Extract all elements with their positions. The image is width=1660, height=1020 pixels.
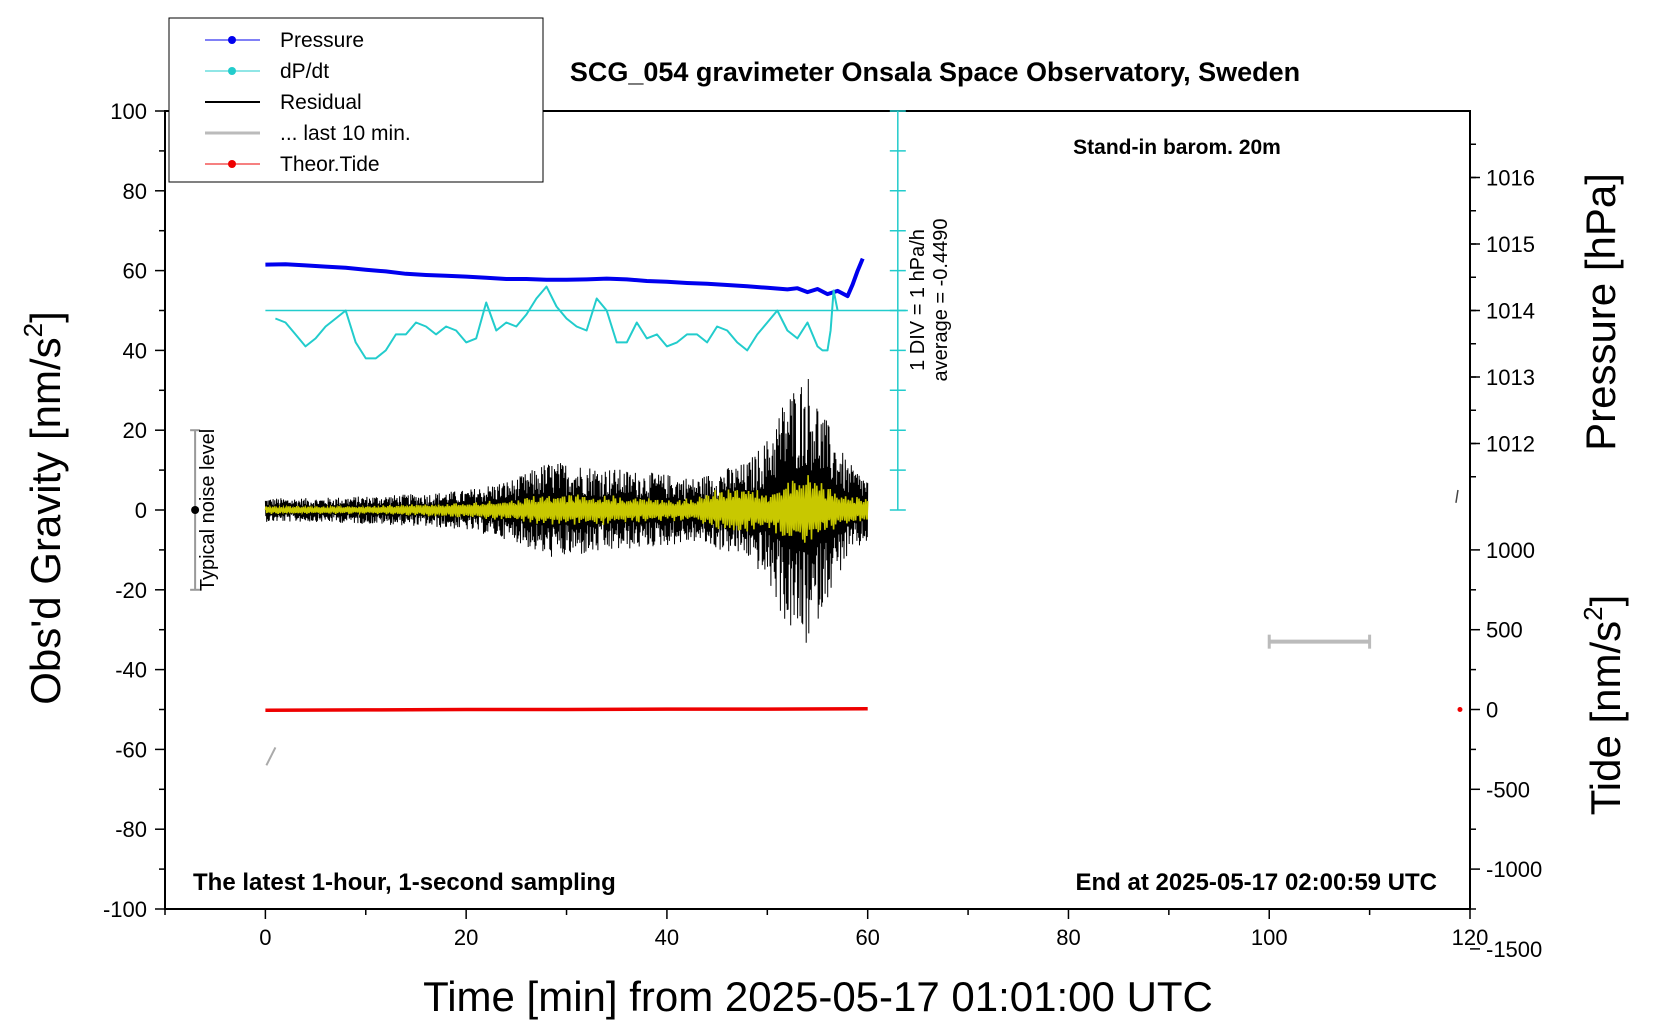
pressure-tick-label: 1015 <box>1486 232 1535 257</box>
y-axis-title-main: Obs'd Gravity [nm/s <box>22 337 69 704</box>
x-tick-label: 20 <box>454 925 478 950</box>
tide-tick-label: 500 <box>1486 618 1523 643</box>
pressure-tick-label: 1016 <box>1486 166 1535 191</box>
x-tick-label: 80 <box>1056 925 1080 950</box>
residual-edge-mark <box>1455 489 1459 503</box>
legend: Pressure dP/dt Residual ... last 10 min. The… <box>168 17 544 183</box>
tide-axis-title: Tide [nm/s2] <box>1578 595 1629 816</box>
y-tick-label: 40 <box>123 338 147 363</box>
tide-axis-title-end: ] <box>1582 595 1629 607</box>
y-tick-label: 100 <box>110 99 147 124</box>
residual-smoothed-series <box>264 475 869 543</box>
barometer-annotation: Stand-in barom. 20m <box>1073 136 1281 159</box>
y-axis-ticks: 100 80 60 40 20 0 -20 -40 -60 -80 -100 <box>103 99 165 922</box>
dpdt-series <box>275 285 839 360</box>
x-axis-ticks: 0 20 40 60 80 100 120 <box>164 909 1489 950</box>
dpdt-scale-bar <box>889 110 906 511</box>
y-tick-label: -60 <box>115 737 147 762</box>
residual-smoothed-line <box>264 475 869 543</box>
legend-marker <box>228 67 236 75</box>
y-axis-title-sup: 2 <box>18 323 48 337</box>
y-axis-title: Obs'd Gravity [nm/s2] <box>18 311 69 705</box>
y-tick-label: -20 <box>115 578 147 603</box>
last-10-min-bar <box>1267 634 1372 649</box>
tide-tick-label: -1000 <box>1486 857 1542 882</box>
y-tick-label: -40 <box>115 658 147 683</box>
y-tick-label: -80 <box>115 817 147 842</box>
pressure-tick-label: 1012 <box>1486 432 1535 457</box>
noise-level-bar <box>190 429 201 591</box>
legend-label: Residual <box>280 91 362 114</box>
edge-marks <box>265 489 1463 766</box>
theor-tide-line <box>265 706 868 713</box>
legend-label: Theor.Tide <box>280 153 380 176</box>
legend-label: Pressure <box>280 29 364 52</box>
x-tick-label: 0 <box>259 925 271 950</box>
pressure-tick-label: 1014 <box>1486 299 1535 324</box>
pressure-tick-label: 1013 <box>1486 365 1535 390</box>
x-tick-label: 100 <box>1251 925 1288 950</box>
tide-edge-dot <box>1457 707 1463 712</box>
theor-tide-series <box>265 706 868 713</box>
dp-dt-line <box>275 285 839 360</box>
y-tick-label: -100 <box>103 897 147 922</box>
legend-label: ... last 10 min. <box>280 122 411 145</box>
x-tick-label: 60 <box>855 925 879 950</box>
tide-tick-label: -1500 <box>1486 937 1542 962</box>
x-tick-label: 120 <box>1452 925 1489 950</box>
last10-trace-start <box>265 746 277 766</box>
tide-axis-title-main: Tide [nm/s <box>1582 621 1629 816</box>
chart-title: SCG_054 gravimeter Onsala Space Observat… <box>570 57 1300 87</box>
average-label: average = -0.4490 <box>930 219 952 382</box>
tide-axis-ticks: 1000 500 0 -500 -1000 -1500 <box>1470 538 1542 962</box>
noise-label: Typical noise level <box>197 429 219 591</box>
tide-tick-label: -500 <box>1486 777 1530 802</box>
pressure-axis-title: Pressure [hPa] <box>1577 173 1624 451</box>
y-tick-label: 80 <box>123 179 147 204</box>
x-axis-title: Time [min] from 2025-05-17 01:01:00 UTC <box>423 973 1213 1020</box>
legend-marker <box>228 36 236 44</box>
tide-tick-label: 1000 <box>1486 538 1535 563</box>
residual-line <box>264 378 869 643</box>
y-tick-label: 60 <box>123 259 147 284</box>
pressure-axis-ticks: 1016 1015 1014 1013 1012 <box>1470 143 1535 478</box>
x-tick-label: 40 <box>655 925 679 950</box>
residual-series <box>264 378 869 643</box>
legend-box <box>168 17 544 183</box>
y-axis-title-end: ] <box>22 311 69 323</box>
legend-items: Pressure dP/dt Residual ... last 10 min. The… <box>205 29 411 176</box>
noise-bar-center <box>191 506 200 514</box>
pressure-series <box>265 257 865 299</box>
legend-marker <box>228 160 236 168</box>
div-label: 1 DIV = 1 hPa/h <box>907 229 929 371</box>
y-tick-label: 20 <box>123 418 147 443</box>
span-annotation: The latest 1-hour, 1-second sampling <box>193 869 616 896</box>
y-tick-label: 0 <box>135 498 147 523</box>
legend-label: dP/dt <box>280 60 329 83</box>
pressure-line <box>265 257 865 299</box>
tide-axis-title-sup: 2 <box>1578 606 1608 620</box>
tide-tick-label: 0 <box>1486 698 1498 723</box>
end-time-annotation: End at 2025-05-17 02:00:59 UTC <box>1076 869 1438 896</box>
